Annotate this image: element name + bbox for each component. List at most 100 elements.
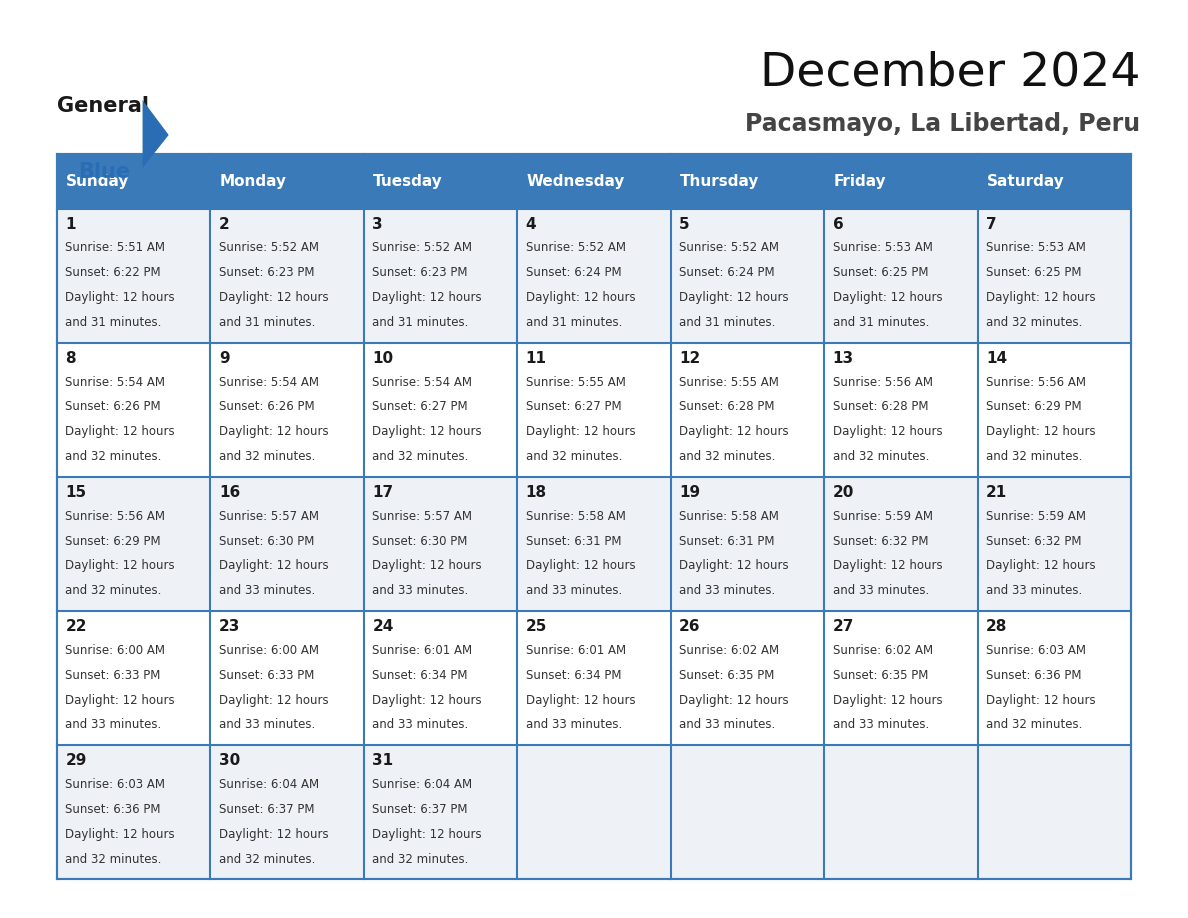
Text: and 32 minutes.: and 32 minutes. — [219, 450, 315, 463]
Bar — [978, 208, 1131, 342]
Text: Daylight: 12 hours: Daylight: 12 hours — [986, 291, 1095, 304]
Text: and 31 minutes.: and 31 minutes. — [833, 316, 929, 329]
Bar — [210, 611, 364, 745]
Text: Daylight: 12 hours: Daylight: 12 hours — [833, 694, 942, 707]
Bar — [364, 154, 517, 208]
Text: and 31 minutes.: and 31 minutes. — [65, 316, 162, 329]
Bar — [57, 745, 210, 879]
Text: and 33 minutes.: and 33 minutes. — [833, 584, 929, 598]
Text: Sunrise: 6:00 AM: Sunrise: 6:00 AM — [65, 644, 165, 657]
Bar — [210, 208, 364, 342]
Text: Daylight: 12 hours: Daylight: 12 hours — [65, 559, 175, 573]
Text: Sunrise: 6:04 AM: Sunrise: 6:04 AM — [372, 778, 473, 791]
Bar — [517, 342, 671, 477]
Text: Sunday: Sunday — [67, 174, 129, 189]
Text: Sunrise: 5:55 AM: Sunrise: 5:55 AM — [526, 375, 626, 388]
Text: Daylight: 12 hours: Daylight: 12 hours — [65, 694, 175, 707]
Text: Sunset: 6:29 PM: Sunset: 6:29 PM — [65, 534, 162, 548]
Text: Sunset: 6:36 PM: Sunset: 6:36 PM — [65, 803, 160, 816]
Bar — [824, 208, 978, 342]
Text: Daylight: 12 hours: Daylight: 12 hours — [372, 828, 482, 841]
Text: Sunrise: 6:04 AM: Sunrise: 6:04 AM — [219, 778, 320, 791]
Text: 28: 28 — [986, 619, 1007, 634]
Text: Sunset: 6:33 PM: Sunset: 6:33 PM — [65, 669, 160, 682]
Text: Sunset: 6:31 PM: Sunset: 6:31 PM — [680, 534, 775, 548]
Text: Sunset: 6:26 PM: Sunset: 6:26 PM — [65, 400, 162, 413]
Text: Sunrise: 5:59 AM: Sunrise: 5:59 AM — [986, 509, 1086, 523]
Text: Daylight: 12 hours: Daylight: 12 hours — [372, 425, 482, 438]
Text: Sunset: 6:37 PM: Sunset: 6:37 PM — [219, 803, 315, 816]
Text: Sunrise: 5:56 AM: Sunrise: 5:56 AM — [833, 375, 933, 388]
Text: Sunset: 6:32 PM: Sunset: 6:32 PM — [986, 534, 1081, 548]
Text: Sunrise: 5:53 AM: Sunrise: 5:53 AM — [986, 241, 1086, 254]
Bar — [671, 342, 824, 477]
Text: Daylight: 12 hours: Daylight: 12 hours — [219, 694, 329, 707]
Text: and 32 minutes.: and 32 minutes. — [65, 853, 162, 866]
Text: 25: 25 — [526, 619, 548, 634]
Text: 2: 2 — [219, 217, 229, 231]
Bar — [824, 342, 978, 477]
Text: Sunrise: 5:56 AM: Sunrise: 5:56 AM — [986, 375, 1086, 388]
Text: 6: 6 — [833, 217, 843, 231]
Text: Daylight: 12 hours: Daylight: 12 hours — [833, 559, 942, 573]
Text: Daylight: 12 hours: Daylight: 12 hours — [680, 425, 789, 438]
Text: and 33 minutes.: and 33 minutes. — [65, 719, 162, 732]
Text: Sunset: 6:37 PM: Sunset: 6:37 PM — [372, 803, 468, 816]
Text: Daylight: 12 hours: Daylight: 12 hours — [986, 425, 1095, 438]
Text: and 33 minutes.: and 33 minutes. — [526, 584, 623, 598]
Text: 18: 18 — [526, 485, 546, 500]
Text: 29: 29 — [65, 754, 87, 768]
Text: and 33 minutes.: and 33 minutes. — [680, 584, 776, 598]
Text: Sunset: 6:28 PM: Sunset: 6:28 PM — [833, 400, 928, 413]
Text: Sunset: 6:35 PM: Sunset: 6:35 PM — [833, 669, 928, 682]
Text: and 31 minutes.: and 31 minutes. — [680, 316, 776, 329]
Text: Daylight: 12 hours: Daylight: 12 hours — [219, 828, 329, 841]
Text: and 32 minutes.: and 32 minutes. — [833, 450, 929, 463]
Text: Sunrise: 6:03 AM: Sunrise: 6:03 AM — [65, 778, 165, 791]
Text: Sunrise: 5:51 AM: Sunrise: 5:51 AM — [65, 241, 165, 254]
Text: Daylight: 12 hours: Daylight: 12 hours — [65, 828, 175, 841]
Bar — [210, 154, 364, 208]
Text: General: General — [57, 96, 148, 117]
Text: Sunset: 6:34 PM: Sunset: 6:34 PM — [526, 669, 621, 682]
Text: Sunrise: 5:57 AM: Sunrise: 5:57 AM — [219, 509, 318, 523]
Bar — [57, 154, 210, 208]
Text: Sunset: 6:29 PM: Sunset: 6:29 PM — [986, 400, 1081, 413]
Text: and 31 minutes.: and 31 minutes. — [372, 316, 469, 329]
Text: Sunrise: 5:58 AM: Sunrise: 5:58 AM — [680, 509, 779, 523]
Text: Sunset: 6:30 PM: Sunset: 6:30 PM — [372, 534, 468, 548]
Text: and 32 minutes.: and 32 minutes. — [372, 450, 469, 463]
Text: 22: 22 — [65, 619, 87, 634]
Text: and 31 minutes.: and 31 minutes. — [526, 316, 623, 329]
Bar — [517, 208, 671, 342]
Text: 11: 11 — [526, 351, 546, 366]
Text: Sunset: 6:34 PM: Sunset: 6:34 PM — [372, 669, 468, 682]
Bar — [517, 477, 671, 611]
Text: Daylight: 12 hours: Daylight: 12 hours — [526, 291, 636, 304]
Text: December 2024: December 2024 — [760, 50, 1140, 95]
Text: 5: 5 — [680, 217, 690, 231]
Text: Sunrise: 5:59 AM: Sunrise: 5:59 AM — [833, 509, 933, 523]
Bar — [364, 611, 517, 745]
Bar — [364, 208, 517, 342]
Text: Sunrise: 5:54 AM: Sunrise: 5:54 AM — [65, 375, 165, 388]
Text: 8: 8 — [65, 351, 76, 366]
Text: Monday: Monday — [220, 174, 286, 189]
Bar — [517, 154, 671, 208]
Text: Sunset: 6:28 PM: Sunset: 6:28 PM — [680, 400, 775, 413]
Text: 13: 13 — [833, 351, 854, 366]
Text: Sunrise: 5:56 AM: Sunrise: 5:56 AM — [65, 509, 165, 523]
Text: 30: 30 — [219, 754, 240, 768]
Text: and 32 minutes.: and 32 minutes. — [986, 719, 1082, 732]
Bar — [671, 477, 824, 611]
Bar — [57, 208, 210, 342]
Text: 7: 7 — [986, 217, 997, 231]
Text: Thursday: Thursday — [680, 174, 759, 189]
Text: 31: 31 — [372, 754, 393, 768]
Text: Daylight: 12 hours: Daylight: 12 hours — [526, 559, 636, 573]
Text: Sunset: 6:26 PM: Sunset: 6:26 PM — [219, 400, 315, 413]
Bar — [978, 745, 1131, 879]
Bar — [824, 477, 978, 611]
Text: 23: 23 — [219, 619, 240, 634]
Text: Sunset: 6:25 PM: Sunset: 6:25 PM — [986, 266, 1081, 279]
